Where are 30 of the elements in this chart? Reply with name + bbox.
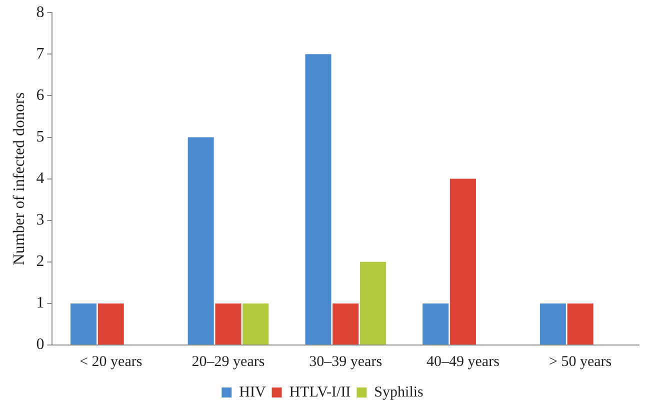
bar bbox=[422, 303, 449, 344]
legend-label: HIV bbox=[239, 384, 266, 400]
y-tick-label: 4 bbox=[36, 170, 44, 188]
bar bbox=[567, 303, 594, 344]
bar bbox=[188, 137, 214, 344]
legend-label: Syphilis bbox=[374, 384, 424, 400]
legend-label: HTLV-I/II bbox=[289, 384, 351, 400]
y-tick-label: 1 bbox=[36, 294, 44, 312]
y-tick-label: 7 bbox=[36, 45, 44, 62]
bar bbox=[332, 303, 359, 344]
y-tick-label: 0 bbox=[36, 336, 44, 354]
bar bbox=[98, 303, 124, 344]
y-tick-label: 3 bbox=[36, 212, 44, 229]
bar bbox=[360, 262, 386, 344]
x-tick-label: 40–49 years bbox=[426, 354, 500, 370]
y-tick-label: 5 bbox=[36, 128, 44, 146]
x-tick-label: < 20 years bbox=[80, 354, 142, 370]
bar bbox=[540, 303, 566, 344]
bar bbox=[242, 303, 269, 344]
x-tick-label: 30–39 years bbox=[309, 354, 382, 370]
x-tick-label: 20–29 years bbox=[192, 354, 265, 370]
y-tick-label: 2 bbox=[36, 253, 44, 270]
bar bbox=[215, 303, 242, 344]
bar bbox=[305, 54, 332, 344]
y-tick-label: 6 bbox=[36, 86, 44, 104]
bar bbox=[70, 303, 97, 344]
y-axis-title: Number of infected donors bbox=[10, 92, 28, 266]
x-tick-label: > 50 years bbox=[549, 354, 612, 370]
y-tick-label: 8 bbox=[36, 4, 44, 21]
bar bbox=[450, 178, 476, 344]
